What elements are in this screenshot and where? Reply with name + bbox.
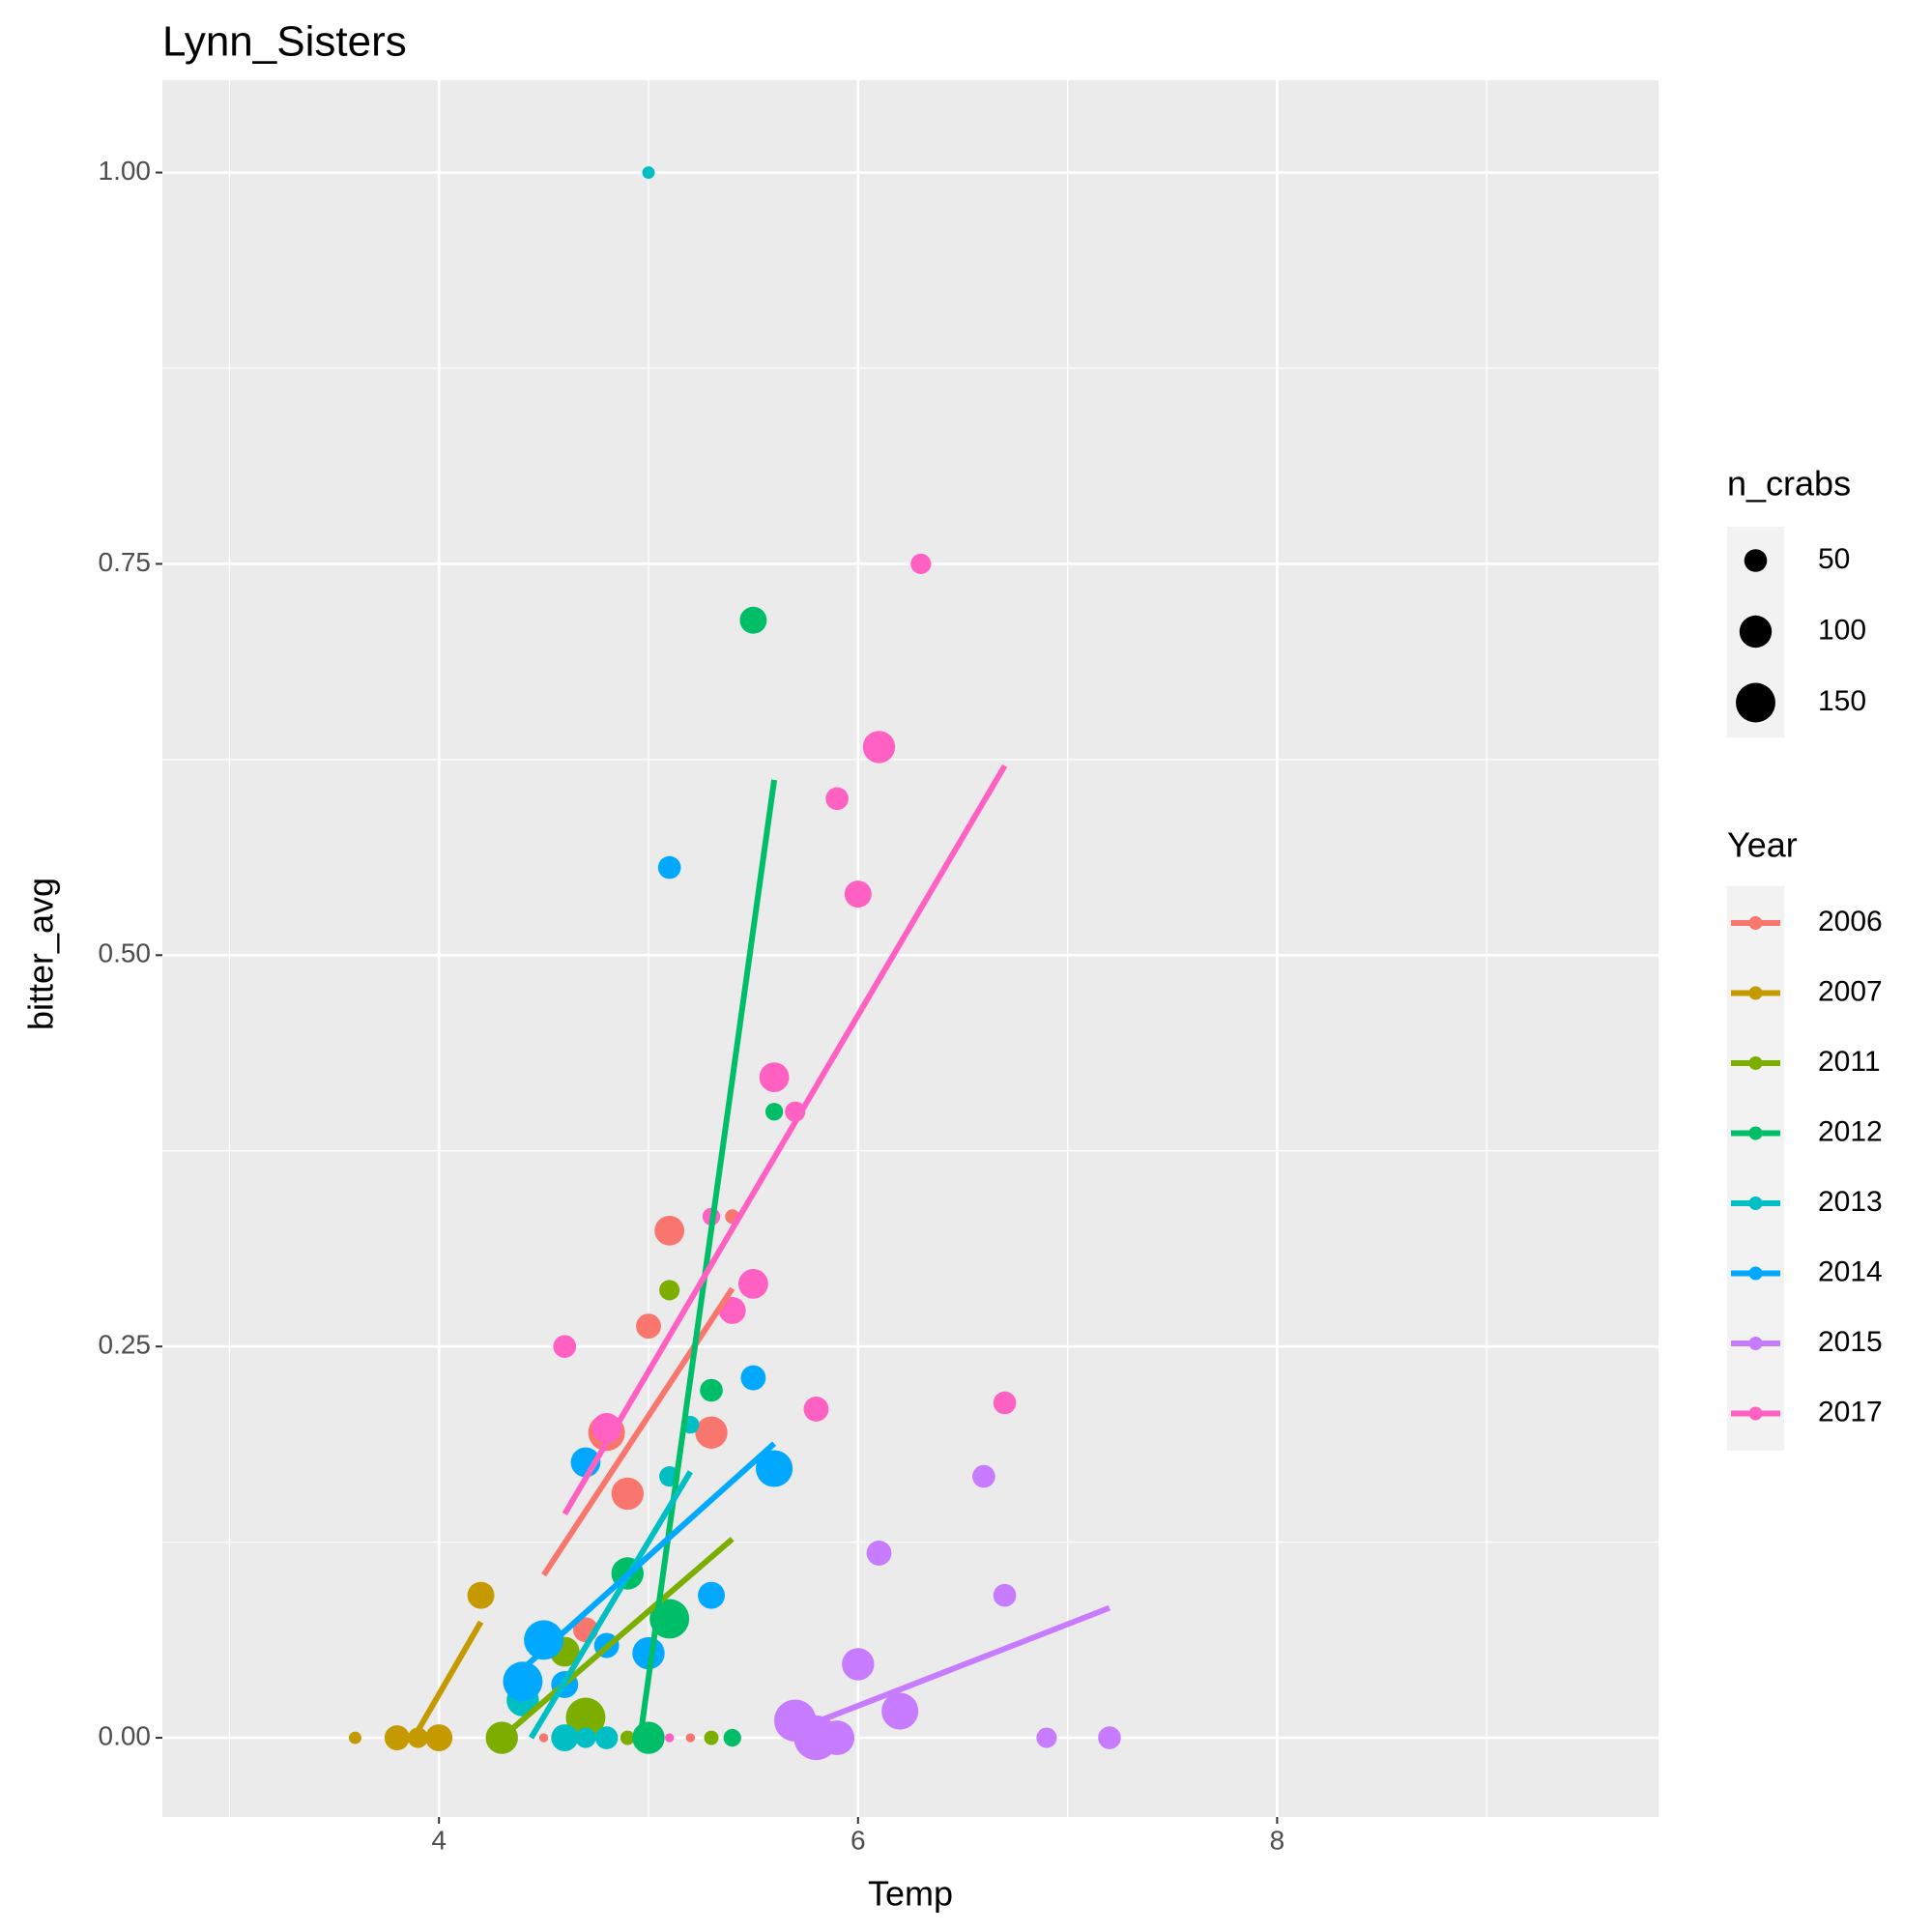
trend-line: [529, 1470, 693, 1740]
point: [756, 1450, 793, 1487]
point: [866, 1541, 892, 1566]
legend-label: 2007: [1818, 975, 1883, 1007]
x-tick-label: 8: [1270, 1825, 1285, 1855]
legend-size-key: [1736, 682, 1775, 723]
legend-point: [1748, 1126, 1763, 1140]
point: [348, 1731, 361, 1745]
point: [636, 1313, 661, 1340]
point: [739, 606, 767, 634]
point: [993, 1583, 1017, 1607]
point: [664, 1733, 675, 1743]
point: [425, 1724, 453, 1752]
panel: [162, 80, 1658, 1817]
point: [737, 1269, 768, 1299]
point: [842, 1648, 875, 1681]
trend-line: [815, 1604, 1111, 1725]
point: [910, 553, 932, 574]
legend-point: [1748, 986, 1763, 1000]
legend-label: 2014: [1818, 1255, 1883, 1287]
point: [698, 1581, 726, 1609]
point: [740, 1365, 766, 1391]
legend-label: 2017: [1818, 1396, 1883, 1427]
point: [611, 1477, 645, 1511]
point: [524, 1620, 564, 1660]
x-tick-label: 6: [851, 1825, 866, 1855]
point: [759, 1062, 790, 1093]
chart-title: Lynn_Sisters: [162, 18, 407, 66]
point: [551, 1724, 579, 1752]
legend-label: 2011: [1818, 1046, 1881, 1078]
point: [659, 1280, 680, 1301]
x-axis-label: Temp: [868, 1874, 953, 1914]
y-tick-label: 0.75: [99, 547, 152, 577]
x-tick-label: 4: [431, 1825, 447, 1855]
point: [467, 1581, 495, 1609]
point: [881, 1692, 919, 1730]
point: [575, 1727, 596, 1748]
y-tick-label: 0.50: [99, 938, 152, 968]
y-axis-label: bitter_avg: [21, 878, 61, 1030]
point: [764, 1103, 784, 1121]
size-legend-title: n_crabs: [1727, 464, 1851, 504]
point: [654, 1215, 685, 1246]
point: [565, 1697, 606, 1738]
legend-size-key: [1744, 549, 1768, 572]
legend-label: 100: [1818, 614, 1866, 646]
point: [384, 1725, 410, 1750]
point: [844, 880, 872, 908]
y-tick-label: 0.00: [99, 1720, 152, 1750]
legend-label: 2006: [1818, 906, 1883, 937]
point: [723, 1728, 741, 1747]
legend-label: 2013: [1818, 1186, 1883, 1218]
trend-line: [562, 764, 1008, 1515]
legend-point: [1748, 1406, 1763, 1421]
point: [704, 1730, 719, 1745]
point: [642, 166, 655, 180]
point: [695, 1416, 728, 1449]
y-tick-label: 1.00: [99, 156, 152, 186]
point: [594, 1726, 619, 1749]
legend-key-bg: [1727, 885, 1784, 1451]
color-legend-title: Year: [1727, 825, 1798, 865]
legend-point: [1748, 1197, 1763, 1210]
legend-size-key: [1739, 615, 1773, 649]
point: [538, 1733, 549, 1743]
y-tick-label: 0.25: [99, 1330, 152, 1360]
point: [700, 1378, 723, 1402]
trend-line: [411, 1620, 484, 1740]
point: [972, 1464, 995, 1488]
point: [993, 1391, 1017, 1415]
point: [620, 1730, 635, 1745]
legend-label: 2015: [1818, 1326, 1883, 1358]
point: [820, 1720, 855, 1755]
legend-label: 2012: [1818, 1115, 1883, 1147]
trend-line: [541, 1286, 735, 1577]
point: [1098, 1726, 1121, 1749]
point: [825, 787, 849, 811]
point: [1036, 1727, 1057, 1748]
legend-point: [1748, 1056, 1763, 1070]
trend-line: [637, 779, 778, 1739]
legend-point: [1748, 1337, 1763, 1350]
legend-label: 50: [1818, 543, 1850, 575]
trend-line: [500, 1537, 735, 1741]
point: [685, 1733, 696, 1743]
point: [632, 1721, 665, 1754]
point: [553, 1335, 577, 1358]
trend-line: [520, 1441, 777, 1672]
point: [632, 1636, 665, 1670]
point: [657, 855, 681, 879]
point: [503, 1661, 543, 1702]
point: [803, 1397, 829, 1422]
point: [862, 731, 896, 764]
legend-point: [1748, 916, 1763, 930]
legend-point: [1748, 1266, 1763, 1281]
legend-label: 150: [1818, 685, 1866, 717]
point: [407, 1727, 429, 1748]
